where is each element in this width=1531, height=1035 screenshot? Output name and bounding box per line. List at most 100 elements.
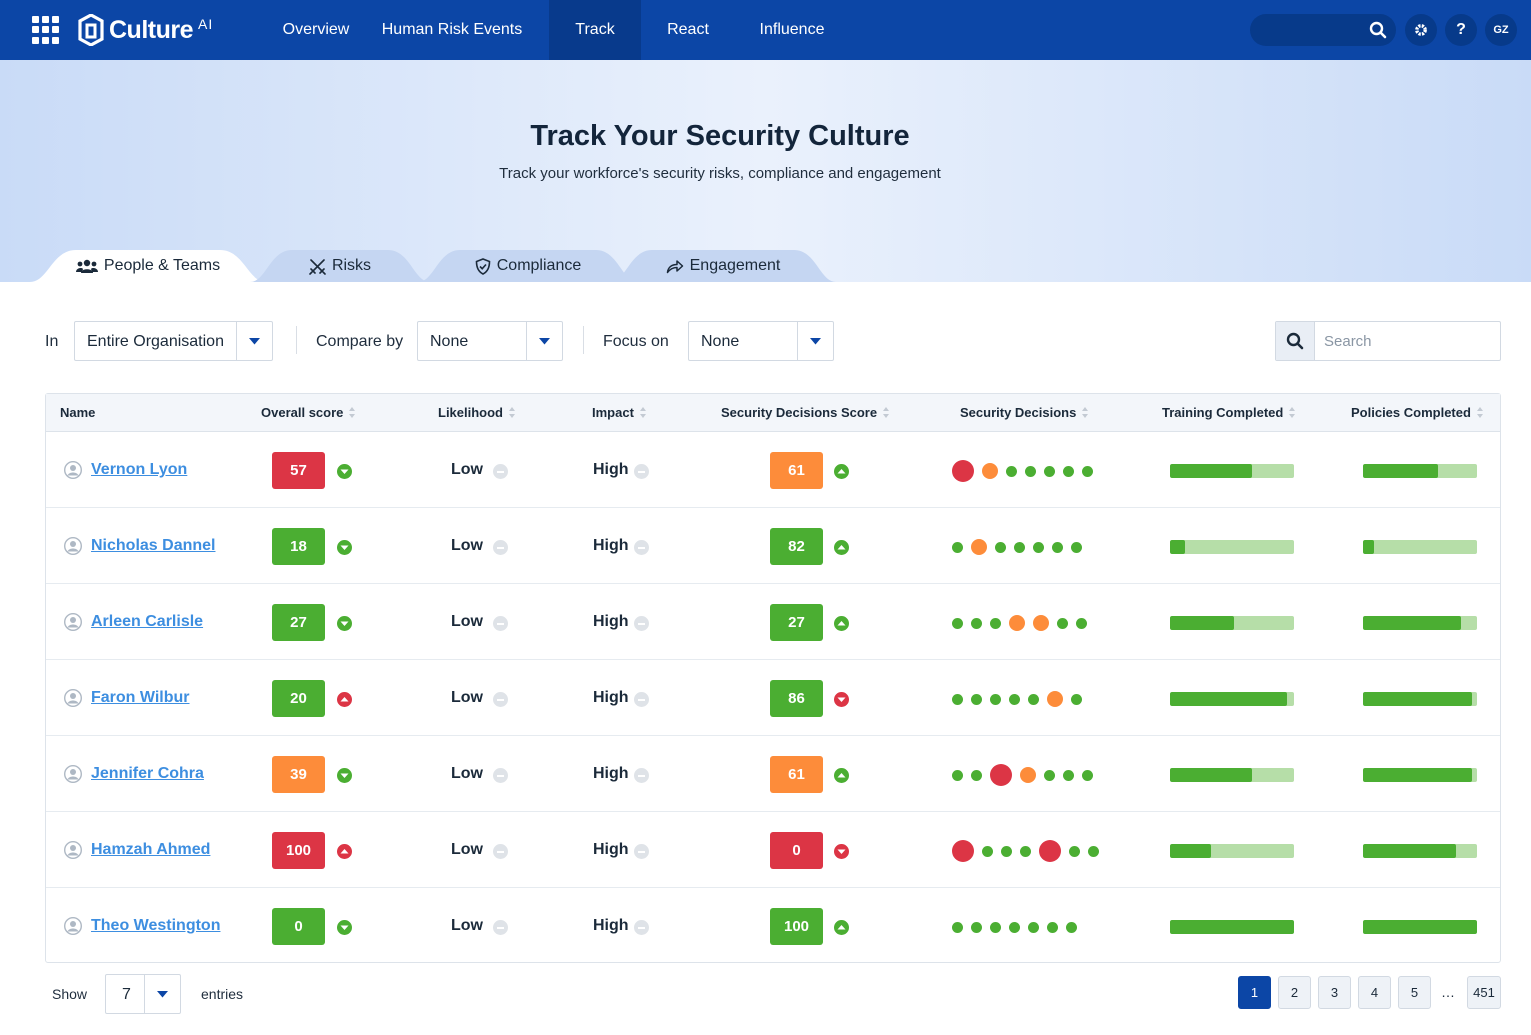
decision-dot[interactable] [1028,921,1039,933]
tab-people-teams[interactable]: People & Teams [30,250,266,282]
page-size-select[interactable]: 7 [105,974,181,1014]
column-security-decisions-score[interactable]: Security Decisions Score [721,405,890,420]
focus-on-select[interactable]: None [688,321,834,361]
column-impact-label: Impact [592,405,634,420]
decision-dot[interactable] [952,921,963,933]
decision-dot[interactable] [990,764,1012,786]
app-grid-icon[interactable] [32,16,60,44]
page-button-1[interactable]: 1 [1238,976,1271,1009]
decision-dot[interactable] [990,921,1001,933]
decision-dot[interactable] [1028,693,1039,705]
decision-dot[interactable] [971,539,987,555]
tab-risks[interactable]: Risks [250,250,430,282]
decision-dot[interactable] [1020,767,1036,783]
nav-overview[interactable]: Overview [282,21,350,38]
decision-dot[interactable] [1071,693,1082,705]
column-impact[interactable]: Impact [592,405,647,420]
column-overall-score[interactable]: Overall score [261,405,356,420]
column-name[interactable]: Name [60,405,95,420]
sort-icon [509,407,516,418]
decision-dot[interactable] [1044,769,1055,781]
top-navigation-bar: Culture AI Overview Human Risk Events Tr… [0,0,1531,60]
decision-dot[interactable] [1082,769,1093,781]
decision-dot[interactable] [1006,465,1017,477]
page-button-3[interactable]: 3 [1318,976,1351,1009]
person-name-link[interactable]: Jennifer Cohra [91,765,204,782]
decision-dot[interactable] [1063,465,1074,477]
organisation-select[interactable]: Entire Organisation [74,321,273,361]
help-button[interactable]: ? [1445,14,1477,46]
decision-dot[interactable] [1009,693,1020,705]
decision-dot[interactable] [1009,615,1025,631]
decision-dot[interactable] [1009,921,1020,933]
page-button-5[interactable]: 5 [1398,976,1431,1009]
tab-compliance[interactable]: Compliance [418,250,638,282]
decision-dot[interactable] [971,769,982,781]
page-button-4[interactable]: 4 [1358,976,1391,1009]
nav-react[interactable]: React [667,21,709,38]
decision-dot[interactable] [1020,845,1031,857]
decision-dot[interactable] [971,617,982,629]
user-avatar-button[interactable]: GZ [1485,14,1517,46]
decision-dot[interactable] [1001,845,1012,857]
logo[interactable]: Culture AI [78,13,213,47]
tab-engagement[interactable]: Engagement [610,250,836,282]
decision-dot[interactable] [1033,541,1044,553]
impact-value: High [593,461,629,478]
search-icon[interactable] [1276,322,1315,360]
nav-human-risk-events[interactable]: Human Risk Events [381,21,523,38]
decision-dot[interactable] [1088,845,1099,857]
settings-button[interactable] [1405,14,1437,46]
decision-dot[interactable] [952,769,963,781]
impact-value: High [593,537,629,554]
column-security-decisions[interactable]: Security Decisions [960,405,1089,420]
decision-dot[interactable] [982,845,993,857]
decision-dot[interactable] [1033,615,1049,631]
decision-dot[interactable] [971,921,982,933]
page-button-2[interactable]: 2 [1278,976,1311,1009]
logo-ai-text: AI [198,16,214,32]
column-training-completed[interactable]: Training Completed [1162,405,1296,420]
decision-dot[interactable] [1063,769,1074,781]
person-name-link[interactable]: Nicholas Dannel [91,537,216,554]
decision-dot[interactable] [982,463,998,479]
decision-dot[interactable] [1025,465,1036,477]
decision-dot[interactable] [1044,465,1055,477]
nav-track[interactable]: Track [549,0,641,60]
person-name-link[interactable]: Vernon Lyon [91,461,188,478]
decision-dot[interactable] [990,617,1001,629]
nav-influence[interactable]: Influence [759,21,825,38]
decision-dot[interactable] [1014,541,1025,553]
person-name-link[interactable]: Theo Westington [91,917,221,934]
decision-dot[interactable] [1069,845,1080,857]
decision-dot[interactable] [952,541,963,553]
decision-dot[interactable] [995,541,1006,553]
page-button-last[interactable]: 451 [1467,976,1501,1009]
person-name-link[interactable]: Faron Wilbur [91,689,190,706]
column-likelihood-label: Likelihood [438,405,503,420]
person-name-link[interactable]: Arleen Carlisle [91,613,204,630]
decision-dot[interactable] [1066,921,1077,933]
column-policies-completed[interactable]: Policies Completed [1351,405,1484,420]
decision-dot[interactable] [1057,617,1068,629]
column-likelihood[interactable]: Likelihood [438,405,516,420]
decision-dot[interactable] [990,693,1001,705]
decision-dot[interactable] [1047,921,1058,933]
decision-dot[interactable] [952,693,963,705]
compare-by-select[interactable]: None [417,321,563,361]
neutral-trend-icon [634,540,649,555]
decision-dot[interactable] [952,617,963,629]
person-name-link[interactable]: Hamzah Ahmed [91,841,211,858]
decision-dot[interactable] [1071,541,1082,553]
search-input[interactable] [1316,322,1498,360]
sort-icon [639,407,647,418]
nav-search-field[interactable] [1250,14,1396,46]
decision-dot[interactable] [1076,617,1087,629]
decision-dot[interactable] [1047,691,1063,707]
decision-dot[interactable] [1082,465,1093,477]
decision-dot[interactable] [952,840,974,862]
decision-dot[interactable] [1052,541,1063,553]
decision-dot[interactable] [971,693,982,705]
decision-dot[interactable] [952,460,974,482]
decision-dot[interactable] [1039,840,1061,862]
